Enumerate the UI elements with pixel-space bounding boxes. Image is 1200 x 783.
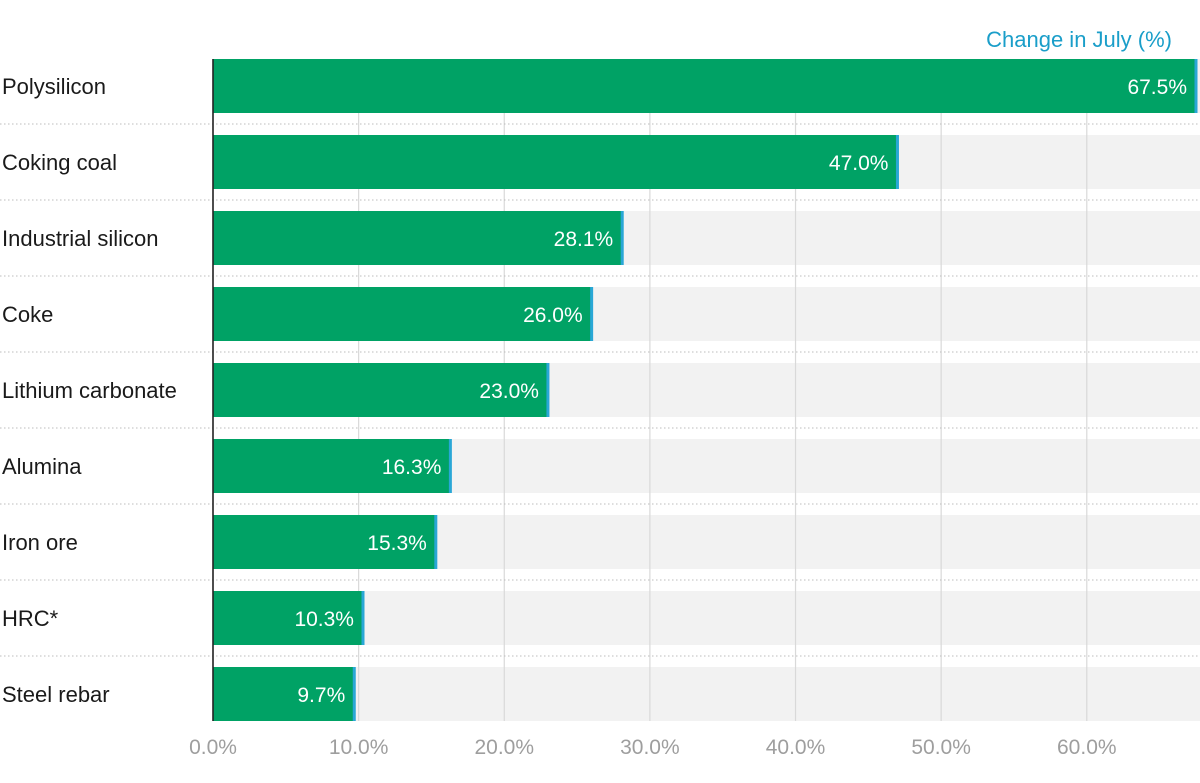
x-tick-label: 0.0% <box>189 736 237 759</box>
x-tick-label: 60.0% <box>1057 736 1117 759</box>
value-labels: 67.5% 47.0% 28.1% 26.0% 23.0% 16.3% 15.3% 10.3%… <box>294 76 1187 707</box>
bar-end-marker <box>448 439 452 493</box>
category-label: Steel rebar <box>2 682 110 707</box>
bar <box>213 287 592 341</box>
data-label: 23.0% <box>479 380 539 403</box>
bar <box>213 515 436 569</box>
bar-end-marker <box>620 211 624 265</box>
data-label: 28.1% <box>554 228 614 251</box>
category-label: Polysilicon <box>2 74 106 99</box>
x-axis-tick-labels: 0.0% 10.0% 20.0% 30.0% 40.0% 50.0% 60.0% <box>189 736 1116 759</box>
category-label: Lithium carbonate <box>2 378 177 403</box>
bar-track <box>213 591 1200 645</box>
data-label: 67.5% <box>1127 76 1187 99</box>
data-label: 47.0% <box>829 152 889 175</box>
bar-end-marker <box>352 667 356 721</box>
bar-end-marker <box>434 515 438 569</box>
data-label: 10.3% <box>294 608 354 631</box>
category-label: Coking coal <box>2 150 117 175</box>
category-label: Coke <box>2 302 53 327</box>
category-labels: Polysilicon Coking coal Industrial silicon… <box>2 74 177 707</box>
bar <box>213 591 363 645</box>
bar <box>213 439 451 493</box>
bar <box>213 667 355 721</box>
bar-end-marker <box>546 363 550 417</box>
category-label: Iron ore <box>2 530 78 555</box>
bar <box>213 135 898 189</box>
data-label: 26.0% <box>523 304 583 327</box>
bar <box>213 363 548 417</box>
bars <box>213 59 1198 721</box>
bar-end-marker <box>590 287 594 341</box>
category-label: HRC* <box>2 606 59 631</box>
category-label: Industrial silicon <box>2 226 159 251</box>
bar-end-marker <box>895 135 899 189</box>
data-label: 16.3% <box>382 456 442 479</box>
data-label: 15.3% <box>367 532 427 555</box>
data-label: 9.7% <box>297 684 345 707</box>
x-tick-label: 10.0% <box>329 736 389 759</box>
x-tick-label: 50.0% <box>911 736 971 759</box>
x-tick-label: 30.0% <box>620 736 680 759</box>
x-tick-label: 40.0% <box>766 736 826 759</box>
bar-end-marker <box>361 591 365 645</box>
value-header: Change in July (%) <box>986 27 1172 52</box>
row-separators <box>0 123 1200 657</box>
x-tick-label: 20.0% <box>474 736 534 759</box>
bar <box>213 211 623 265</box>
bar <box>213 59 1196 113</box>
category-label: Alumina <box>2 454 82 479</box>
bar-track <box>213 667 1200 721</box>
bar-end-marker <box>1194 59 1198 113</box>
